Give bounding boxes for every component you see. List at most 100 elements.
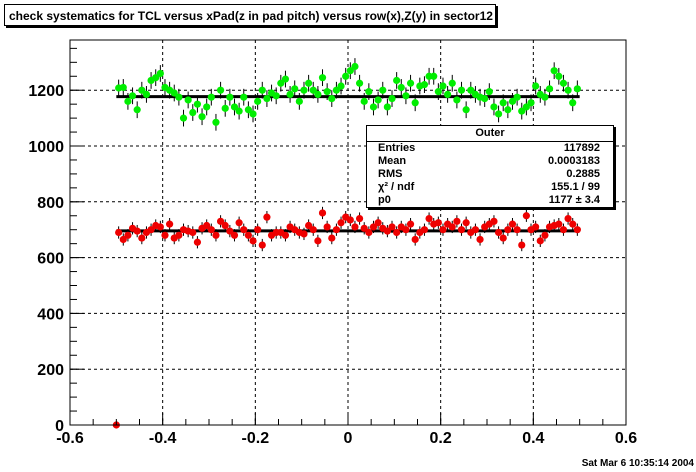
stats-key: Mean	[378, 155, 407, 167]
stats-key: RMS	[378, 168, 403, 180]
y-tick-label: 600	[37, 251, 64, 268]
y-tick-label: 1200	[28, 83, 64, 100]
stats-header: Outer	[367, 126, 613, 142]
data-point	[518, 107, 526, 115]
data-point	[490, 217, 498, 225]
data-point	[393, 76, 401, 85]
x-tick-label: -0.6	[56, 430, 84, 447]
stats-row-p0: p0 1177 ± 3.4	[367, 194, 613, 207]
data-point	[508, 97, 517, 105]
data-point	[522, 212, 530, 220]
data-point	[254, 226, 262, 234]
stats-row-entries: Entries 117892	[367, 142, 613, 155]
data-point	[559, 79, 568, 87]
data-point	[383, 227, 391, 235]
data-point	[444, 90, 452, 99]
data-point	[295, 97, 303, 105]
data-point	[203, 103, 211, 111]
data-point	[490, 103, 498, 111]
data-point	[133, 227, 141, 235]
stats-key: p0	[378, 194, 391, 206]
data-point	[254, 97, 262, 105]
data-point	[328, 94, 336, 103]
data-point	[207, 93, 215, 101]
data-point	[235, 219, 243, 227]
y-tick-label: 200	[37, 362, 64, 379]
data-point	[439, 82, 447, 90]
data-point	[216, 217, 225, 225]
data-point	[193, 100, 202, 108]
data-point	[166, 220, 174, 228]
x-tick-label: -0.2	[242, 430, 270, 447]
data-point	[119, 235, 127, 244]
data-point	[161, 231, 169, 239]
data-point	[203, 221, 211, 230]
data-point	[448, 79, 456, 87]
stats-value: 117892	[563, 142, 600, 154]
data-point	[147, 226, 155, 234]
data-point	[179, 114, 188, 122]
data-point	[133, 106, 141, 114]
data-point	[573, 85, 581, 93]
data-point	[249, 110, 257, 118]
data-point	[142, 90, 151, 99]
data-point	[175, 93, 183, 101]
data-point	[300, 230, 308, 238]
data-point	[221, 221, 229, 230]
data-point	[235, 107, 243, 115]
data-point	[332, 226, 341, 234]
data-point	[226, 227, 234, 235]
data-point	[281, 231, 290, 239]
y-tick-label: 1000	[28, 139, 64, 156]
y-tick-label: 400	[37, 306, 64, 323]
data-point	[300, 86, 308, 94]
data-point	[323, 88, 331, 96]
data-point	[263, 94, 271, 103]
data-point	[365, 88, 373, 96]
data-point	[156, 69, 164, 78]
data-point	[115, 228, 123, 237]
data-point	[388, 223, 396, 231]
data-point	[281, 75, 290, 83]
data-point	[379, 86, 387, 94]
data-point	[249, 237, 257, 245]
x-tick-label: 0.6	[615, 430, 637, 447]
data-point	[476, 235, 484, 244]
y-tick-label: 0	[55, 418, 64, 435]
data-point	[216, 86, 225, 94]
data-point	[207, 226, 215, 234]
data-point	[434, 88, 442, 96]
data-point	[402, 226, 410, 234]
data-point	[536, 237, 544, 245]
timestamp: Sat Mar 6 10:35:14 2004	[581, 458, 694, 469]
data-point	[152, 74, 160, 82]
data-point	[332, 86, 341, 94]
data-point	[541, 231, 549, 239]
data-point	[337, 219, 345, 227]
data-point	[420, 226, 429, 234]
data-point	[258, 86, 266, 94]
data-point	[508, 220, 517, 228]
data-point	[314, 237, 322, 245]
grid-lines	[70, 40, 626, 425]
data-point	[189, 228, 197, 237]
data-point	[555, 220, 563, 228]
data-point	[184, 96, 192, 104]
data-point	[221, 104, 229, 112]
data-point	[128, 92, 137, 100]
data-point	[462, 106, 470, 114]
data-point	[532, 82, 540, 90]
data-point	[309, 226, 317, 234]
stats-row-rms: RMS 0.2885	[367, 168, 613, 181]
data-point	[124, 231, 132, 239]
data-point	[277, 79, 285, 87]
data-point	[569, 99, 577, 107]
data-point	[573, 226, 581, 234]
data-point	[230, 231, 239, 239]
x-tick-label: 0.4	[522, 430, 544, 447]
x-tick-label: -0.4	[149, 430, 177, 447]
data-point	[499, 234, 507, 242]
data-point	[564, 214, 572, 223]
data-point	[124, 97, 132, 105]
